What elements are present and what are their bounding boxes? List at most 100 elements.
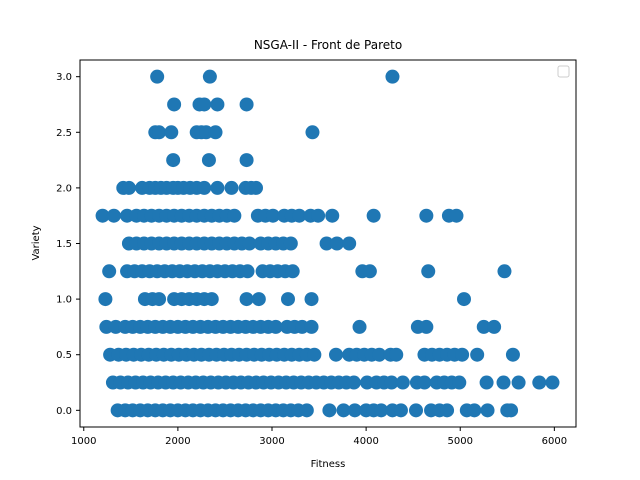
data-point: [347, 403, 362, 418]
data-point: [476, 319, 491, 334]
data-point: [322, 403, 337, 418]
data-point: [164, 125, 179, 140]
y-tick-label: 2.5: [56, 128, 72, 139]
data-point: [470, 347, 485, 362]
data-point: [307, 347, 322, 362]
data-point: [319, 236, 334, 251]
data-point: [455, 347, 470, 362]
data-point: [329, 347, 343, 362]
data-point: [479, 375, 494, 390]
data-point: [242, 236, 257, 251]
y-tick-label: 0.0: [56, 406, 72, 417]
data-point: [497, 264, 512, 279]
data-point: [210, 97, 225, 112]
y-tick-label: 1.5: [56, 239, 72, 250]
data-point: [281, 292, 295, 307]
data-point: [197, 180, 212, 195]
data-point: [121, 180, 136, 195]
data-point: [251, 292, 266, 307]
data-point: [532, 375, 547, 390]
data-point: [487, 319, 502, 334]
data-point: [440, 403, 455, 418]
data-point: [467, 403, 482, 418]
y-tick-label: 2.0: [56, 183, 72, 194]
data-point: [372, 347, 387, 362]
x-tick-label: 2000: [165, 436, 190, 447]
data-point: [197, 97, 212, 112]
data-point: [239, 292, 254, 307]
data-point: [545, 375, 560, 390]
data-point: [204, 292, 219, 307]
data-point: [150, 69, 165, 84]
data-point: [419, 319, 434, 334]
data-point: [152, 125, 167, 140]
y-tick-label: 3.0: [56, 72, 72, 83]
data-point: [505, 347, 520, 362]
data-point: [480, 403, 495, 418]
x-axis-label: Fitness: [311, 459, 346, 470]
y-axis-label: Variety: [31, 225, 42, 260]
data-point: [346, 375, 361, 390]
data-point: [299, 403, 314, 418]
data-point: [283, 236, 298, 251]
data-point: [167, 97, 182, 112]
data-point: [285, 264, 300, 279]
data-point: [304, 292, 319, 307]
data-point: [268, 319, 283, 334]
data-point: [452, 375, 467, 390]
data-point: [366, 208, 381, 223]
data-point: [239, 97, 254, 112]
data-point: [106, 208, 121, 223]
data-point: [304, 319, 319, 334]
data-point: [511, 375, 526, 390]
x-tick-label: 1000: [71, 436, 96, 447]
x-tick-label: 6000: [542, 436, 567, 447]
y-tick-label: 0.5: [56, 350, 72, 361]
data-point: [362, 264, 377, 279]
data-point: [98, 292, 113, 307]
data-point: [449, 208, 464, 223]
data-point: [152, 292, 167, 307]
data-point: [389, 347, 404, 362]
data-point: [166, 153, 181, 168]
data-point: [227, 208, 242, 223]
data-point: [374, 403, 389, 418]
data-point: [249, 180, 263, 195]
data-point: [417, 375, 432, 390]
x-tick-label: 3000: [259, 436, 284, 447]
data-point: [325, 208, 340, 223]
data-point: [384, 375, 399, 390]
data-point: [239, 153, 254, 168]
data-point: [336, 403, 351, 418]
data-point: [393, 403, 408, 418]
data-point: [240, 264, 255, 279]
x-tick-label: 4000: [353, 436, 378, 447]
data-point: [457, 292, 471, 307]
axes-layer: 1000 2000 3000 4000 5000 6000 0.0 0.5 1.0 1.5 2.0 2…: [56, 59, 577, 447]
data-point: [419, 208, 434, 223]
data-point: [329, 236, 344, 251]
data-point: [496, 375, 511, 390]
data-point: [342, 236, 357, 251]
chart-title: NSGA-II - Front de Pareto: [254, 38, 402, 52]
data-point: [210, 180, 225, 195]
data-point: [421, 264, 436, 279]
data-point: [265, 208, 280, 223]
legend-box: [557, 65, 570, 78]
data-point: [208, 125, 223, 140]
data-point: [311, 208, 326, 223]
data-point: [395, 375, 410, 390]
data-point: [305, 125, 320, 140]
data-point: [352, 319, 367, 334]
data-point: [224, 180, 239, 195]
y-tick-label: 1.0: [56, 295, 72, 306]
data-point: [201, 153, 216, 168]
data-point: [202, 69, 217, 84]
data-point: [95, 208, 110, 223]
data-points-layer: [95, 69, 560, 418]
x-tick-label: 5000: [448, 436, 473, 447]
data-point: [292, 208, 307, 223]
